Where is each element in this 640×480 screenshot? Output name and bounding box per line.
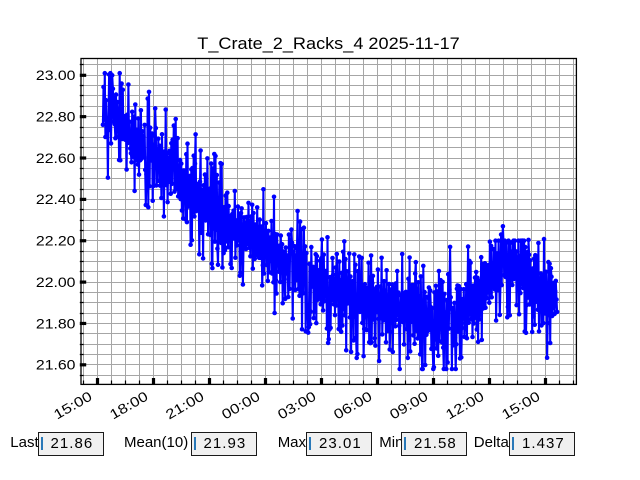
- svg-text:T_Crate_2_Racks_4 2025-11-17: T_Crate_2_Racks_4 2025-11-17: [197, 35, 460, 53]
- svg-text:23.00: 23.00: [36, 68, 76, 83]
- svg-text:21.80: 21.80: [36, 316, 76, 331]
- svg-text:21.60: 21.60: [36, 358, 76, 373]
- svg-text:22.00: 22.00: [36, 275, 76, 290]
- svg-text:22.80: 22.80: [36, 110, 76, 125]
- svg-text:22.40: 22.40: [36, 192, 76, 207]
- svg-text:22.20: 22.20: [36, 234, 76, 249]
- svg-text:22.60: 22.60: [36, 151, 76, 166]
